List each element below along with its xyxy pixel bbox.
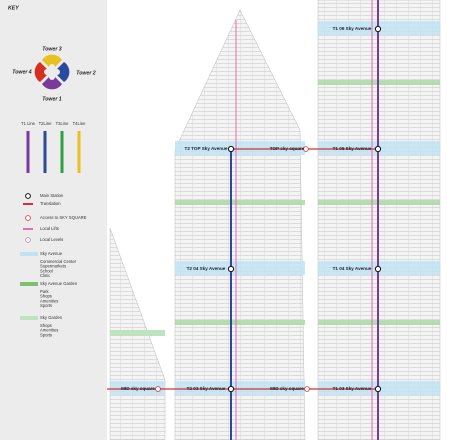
legend-label: Access to SKY SQUARE: [40, 215, 87, 220]
main-station: [374, 145, 382, 153]
key-panel: [0, 0, 107, 440]
line-label: T2Line: [39, 121, 52, 126]
tower-label: Tower 3: [42, 46, 62, 52]
section-label: MID sky square: [121, 386, 155, 391]
section-label: MID sky square: [270, 386, 304, 391]
section-label: T1 04 Sky Avenue: [333, 266, 372, 271]
line-swatch: [26, 131, 30, 173]
main-station: [227, 145, 235, 153]
legend-label: Local Levels: [40, 237, 63, 242]
legend-swatch: [20, 316, 38, 320]
legend-note: Amenities: [40, 328, 58, 333]
legend-label: Translation: [40, 201, 61, 206]
section-label: T2 03 Sky Avenue: [187, 386, 226, 391]
section-label: T2 04 Sky Avenue: [187, 266, 226, 271]
sky-garden-band: [175, 320, 305, 325]
legend-note: School: [40, 268, 53, 273]
legend-swatch: [20, 252, 38, 256]
tower-3-segment: [42, 54, 62, 67]
section-label: TOP sky square: [270, 146, 305, 151]
sky-garden-band: [175, 200, 305, 205]
main-station: [374, 265, 382, 273]
sky-square-access: [304, 386, 310, 392]
legend-note: Shops: [40, 323, 52, 328]
legend-note: Amenities: [40, 298, 58, 303]
line-swatch: [43, 131, 47, 173]
line-swatch: [60, 131, 64, 173]
section-label: T1 06 Sky Avenue: [333, 26, 372, 31]
main-station: [227, 265, 235, 273]
legend-swatch: [25, 193, 31, 199]
sky-avenue-band: [175, 261, 305, 275]
legend-swatch: [20, 282, 38, 286]
legend-note: Sports: [40, 303, 52, 308]
sky-square-access: [303, 146, 309, 152]
tower-label: Tower 4: [12, 69, 32, 75]
main-station: [227, 385, 235, 393]
section-label: T1 05 Sky Avenue: [333, 146, 372, 151]
legend-note: Clinic: [40, 273, 50, 278]
legend-label: Main Station: [40, 193, 64, 198]
tower-1-segment: [42, 77, 62, 90]
legend-label: Sky Avenue Garden: [40, 281, 78, 286]
legend-swatch: [25, 237, 31, 243]
tower-label: Tower 1: [42, 96, 62, 102]
sky-avenue-band: [110, 381, 165, 395]
legend-label: Sky Avenue: [40, 251, 63, 256]
tower-2-segment: [57, 62, 70, 82]
legend-note: Supermarkets: [40, 264, 66, 269]
sky-avenue-band: [175, 381, 305, 395]
main-station: [374, 25, 382, 33]
section-label: T1 03 Sky Avenue: [333, 386, 372, 391]
tower-4-segment: [34, 62, 47, 82]
legend-swatch: [23, 203, 33, 205]
main-station: [374, 385, 382, 393]
line-swatch: [77, 131, 81, 173]
line-label: T1 Line: [21, 121, 36, 126]
sky-garden-band: [110, 330, 165, 336]
line-label: T3Line: [56, 121, 69, 126]
line-label: T4Line: [73, 121, 86, 126]
legend-swatch: [23, 228, 33, 230]
legend-label: Sky Garden: [40, 315, 63, 320]
section-label: T2 TOP Sky Avenue: [185, 146, 228, 151]
legend-note: Park: [40, 289, 50, 294]
tower-wheel: [34, 54, 70, 90]
legend-label: Local Lifts: [40, 226, 59, 231]
key-title: KEY: [8, 5, 19, 11]
legend-note: Commercial Center: [40, 259, 77, 264]
legend-swatch: [25, 215, 31, 221]
sky-avenue-band: [175, 141, 305, 155]
sky-square-access: [155, 386, 161, 392]
legend-note: Sports: [40, 332, 52, 337]
tower-label: Tower 2: [76, 70, 96, 76]
legend-note: Shops: [40, 294, 52, 299]
